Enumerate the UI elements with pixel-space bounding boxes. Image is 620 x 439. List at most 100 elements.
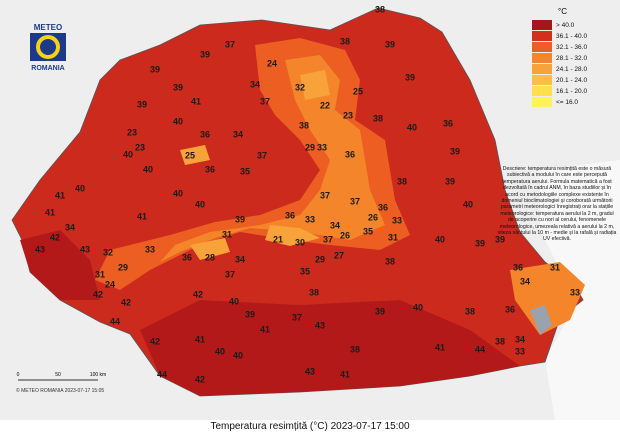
station-value: 38	[385, 256, 395, 266]
station-value: 34	[235, 254, 245, 264]
station-value: 33	[515, 346, 525, 356]
station-value: 38	[495, 336, 505, 346]
copyright: © METEO ROMANIA 2023-07-17 15:05	[16, 387, 104, 394]
caption: Temperatura resimțită (°C) 2023-07-17 15…	[210, 421, 410, 432]
station-value: 41	[191, 96, 201, 106]
station-value: 39	[173, 82, 183, 92]
station-value: 39	[385, 39, 395, 49]
legend-swatch	[532, 31, 552, 41]
legend-label: > 40.0	[556, 22, 575, 29]
station-value: 39	[245, 309, 255, 319]
station-value: 38	[397, 176, 407, 186]
station-value: 31	[95, 269, 105, 279]
station-value: 40	[195, 199, 205, 209]
scale-label: 50	[55, 372, 61, 378]
station-value: 40	[229, 296, 239, 306]
station-value: 36	[513, 262, 523, 272]
scale-bar: 0 50 100 km © METEO ROMANIA 2023-07-17 1…	[16, 372, 106, 394]
station-value: 24	[105, 279, 115, 289]
legend-swatch	[532, 75, 552, 85]
station-value: 23	[135, 142, 145, 152]
station-value: 33	[392, 215, 402, 225]
station-value: 32	[103, 247, 113, 257]
legend-label: 24.1 - 28.0	[556, 66, 587, 73]
station-value: 34	[65, 222, 75, 232]
station-value: 34	[515, 334, 525, 344]
station-value: 36	[285, 210, 295, 220]
station-value: 43	[35, 244, 45, 254]
station-value: 40	[233, 350, 243, 360]
station-value: 44	[157, 369, 167, 379]
legend-label: 20.1 - 24.0	[556, 77, 587, 84]
station-value: 36	[505, 304, 515, 314]
station-value: 37	[323, 234, 333, 244]
station-value: 40	[407, 122, 417, 132]
stations: 38 37 39 38 39 39 39 24 34 32 22 25 39 41 37 39 23 38 40 23…	[35, 4, 580, 384]
station-value: 26	[340, 230, 350, 240]
station-value: 38	[299, 120, 309, 130]
station-value: 30	[295, 237, 305, 247]
station-value: 40	[173, 116, 183, 126]
station-value: 34	[330, 220, 340, 230]
lake	[530, 305, 552, 335]
station-value: 41	[340, 369, 350, 379]
station-value: 38	[373, 113, 383, 123]
station-value: 23	[343, 110, 353, 120]
station-value: 32	[295, 82, 305, 92]
legend-swatch	[532, 42, 552, 52]
station-value: 40	[215, 346, 225, 356]
station-value: 29	[305, 142, 315, 152]
legend-swatch	[532, 86, 552, 96]
legend-swatch	[532, 97, 552, 107]
station-value: 37	[225, 39, 235, 49]
south-zone	[140, 300, 520, 396]
scale-label: 0	[17, 372, 20, 378]
station-value: 29	[315, 254, 325, 264]
station-value: 37	[225, 269, 235, 279]
station-value: 39	[495, 234, 505, 244]
station-value: 41	[260, 324, 270, 334]
station-value: 34	[250, 79, 260, 89]
logo-top: METEO	[34, 23, 62, 32]
legend-swatch	[532, 53, 552, 63]
station-value: 40	[413, 302, 423, 312]
station-value: 41	[195, 334, 205, 344]
station-value: 38	[350, 344, 360, 354]
station-value: 36	[443, 118, 453, 128]
station-value: 37	[350, 196, 360, 206]
legend: °C > 40.0 36.1 - 40.0 32.1 - 36.0 28.1 - 32…	[532, 7, 587, 107]
station-value: 35	[363, 226, 373, 236]
station-value: 42	[150, 336, 160, 346]
station-value: 22	[320, 100, 330, 110]
station-value: 40	[463, 199, 473, 209]
station-value: 39	[450, 146, 460, 156]
station-value: 27	[334, 250, 344, 260]
station-value: 28	[205, 252, 215, 262]
station-value: 37	[320, 190, 330, 200]
station-value: 37	[257, 150, 267, 160]
station-value: 43	[305, 366, 315, 376]
station-value: 44	[110, 316, 120, 326]
logo: METEO ROMANIA	[30, 23, 66, 72]
station-value: 42	[50, 232, 60, 242]
station-value: 34	[520, 276, 530, 286]
logo-bottom: ROMANIA	[31, 65, 64, 72]
station-value: 23	[127, 127, 137, 137]
legend-label: 32.1 - 36.0	[556, 44, 587, 51]
station-value: 25	[185, 150, 195, 160]
station-value: 43	[315, 320, 325, 330]
description: Descriere: temperatura resimțită este o …	[497, 166, 617, 243]
station-value: 40	[435, 234, 445, 244]
station-value: 39	[475, 238, 485, 248]
legend-unit: °C	[558, 7, 567, 16]
high-mountains	[160, 55, 385, 262]
delta	[510, 262, 585, 335]
station-value: 39	[150, 64, 160, 74]
station-value: 43	[80, 244, 90, 254]
station-value: 33	[145, 244, 155, 254]
station-value: 39	[235, 214, 245, 224]
station-value: 39	[137, 99, 147, 109]
legend-label: <= 16.0	[556, 99, 578, 106]
